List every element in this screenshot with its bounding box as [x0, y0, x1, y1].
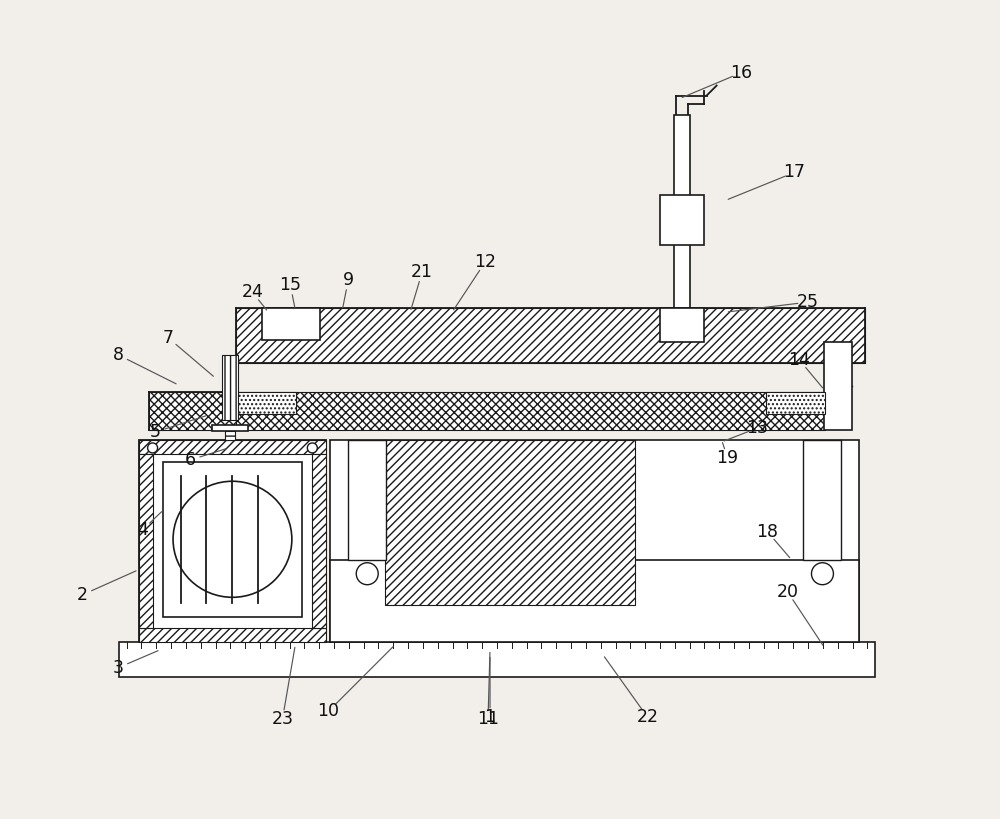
- Bar: [348, 440, 386, 559]
- Bar: [236, 308, 865, 363]
- Circle shape: [356, 563, 378, 585]
- Text: 3: 3: [113, 658, 124, 676]
- Text: 6: 6: [185, 451, 196, 469]
- Bar: [803, 440, 841, 559]
- Bar: [149, 392, 236, 430]
- Bar: [385, 440, 635, 604]
- Bar: [660, 308, 704, 342]
- Bar: [824, 342, 852, 430]
- Bar: [236, 392, 296, 414]
- Bar: [212, 425, 248, 431]
- Text: 24: 24: [241, 283, 263, 301]
- Text: 2: 2: [77, 586, 88, 604]
- Text: 20: 20: [777, 582, 799, 600]
- Text: 5: 5: [150, 423, 161, 441]
- Text: 13: 13: [747, 419, 769, 437]
- Text: 1: 1: [485, 708, 496, 726]
- Bar: [330, 559, 859, 641]
- Text: 9: 9: [343, 271, 354, 289]
- Bar: [139, 440, 326, 641]
- Bar: [674, 115, 690, 308]
- Text: 7: 7: [163, 329, 174, 347]
- Text: 11: 11: [477, 710, 499, 728]
- Circle shape: [148, 443, 158, 453]
- Bar: [139, 454, 153, 627]
- Circle shape: [307, 443, 317, 453]
- Bar: [163, 462, 302, 617]
- Bar: [330, 440, 859, 641]
- Bar: [312, 454, 326, 627]
- Text: 14: 14: [789, 351, 810, 369]
- Bar: [236, 392, 825, 430]
- Text: 16: 16: [731, 64, 753, 82]
- Text: 18: 18: [757, 523, 779, 541]
- Bar: [262, 308, 320, 340]
- Bar: [222, 355, 238, 420]
- Text: 4: 4: [137, 521, 148, 539]
- Text: 8: 8: [113, 346, 124, 364]
- Bar: [225, 431, 235, 440]
- Circle shape: [811, 563, 833, 585]
- Text: 15: 15: [279, 276, 301, 294]
- Text: 22: 22: [637, 708, 659, 726]
- Text: 19: 19: [717, 449, 739, 467]
- Bar: [766, 392, 825, 414]
- Text: 17: 17: [783, 164, 805, 181]
- Bar: [119, 641, 875, 676]
- Text: 10: 10: [317, 703, 339, 721]
- Text: 21: 21: [411, 263, 433, 281]
- Text: 12: 12: [474, 253, 496, 271]
- Bar: [139, 627, 326, 641]
- Text: 23: 23: [271, 710, 293, 728]
- Bar: [660, 196, 704, 245]
- Bar: [139, 440, 326, 454]
- Text: 25: 25: [796, 293, 818, 311]
